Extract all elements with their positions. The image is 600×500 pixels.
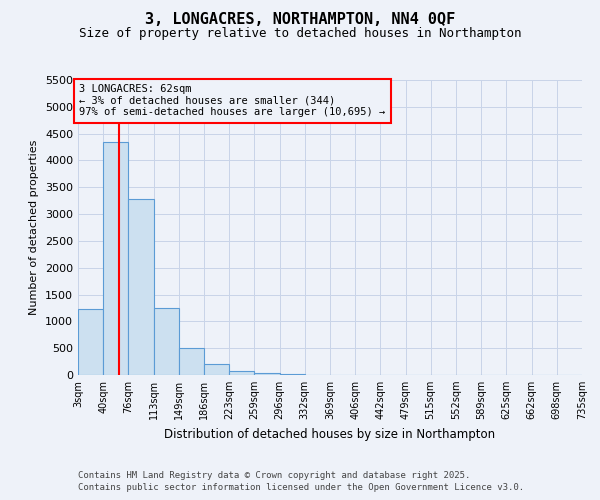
X-axis label: Distribution of detached houses by size in Northampton: Distribution of detached houses by size … [164, 428, 496, 440]
Bar [254, 374, 280, 375]
Bar [179, 348, 204, 375]
Y-axis label: Number of detached properties: Number of detached properties [29, 140, 40, 315]
Text: Contains public sector information licensed under the Open Government Licence v3: Contains public sector information licen… [78, 484, 524, 492]
Bar [128, 199, 154, 375]
Text: Size of property relative to detached houses in Northampton: Size of property relative to detached ho… [79, 28, 521, 40]
Bar [280, 374, 305, 375]
Bar [229, 370, 254, 375]
Bar [78, 309, 103, 375]
Bar [204, 364, 229, 375]
Bar [103, 142, 128, 375]
Text: 3, LONGACRES, NORTHAMPTON, NN4 0QF: 3, LONGACRES, NORTHAMPTON, NN4 0QF [145, 12, 455, 28]
Text: 3 LONGACRES: 62sqm
← 3% of detached houses are smaller (344)
97% of semi-detache: 3 LONGACRES: 62sqm ← 3% of detached hous… [79, 84, 386, 117]
Bar [154, 308, 179, 375]
Text: Contains HM Land Registry data © Crown copyright and database right 2025.: Contains HM Land Registry data © Crown c… [78, 471, 470, 480]
